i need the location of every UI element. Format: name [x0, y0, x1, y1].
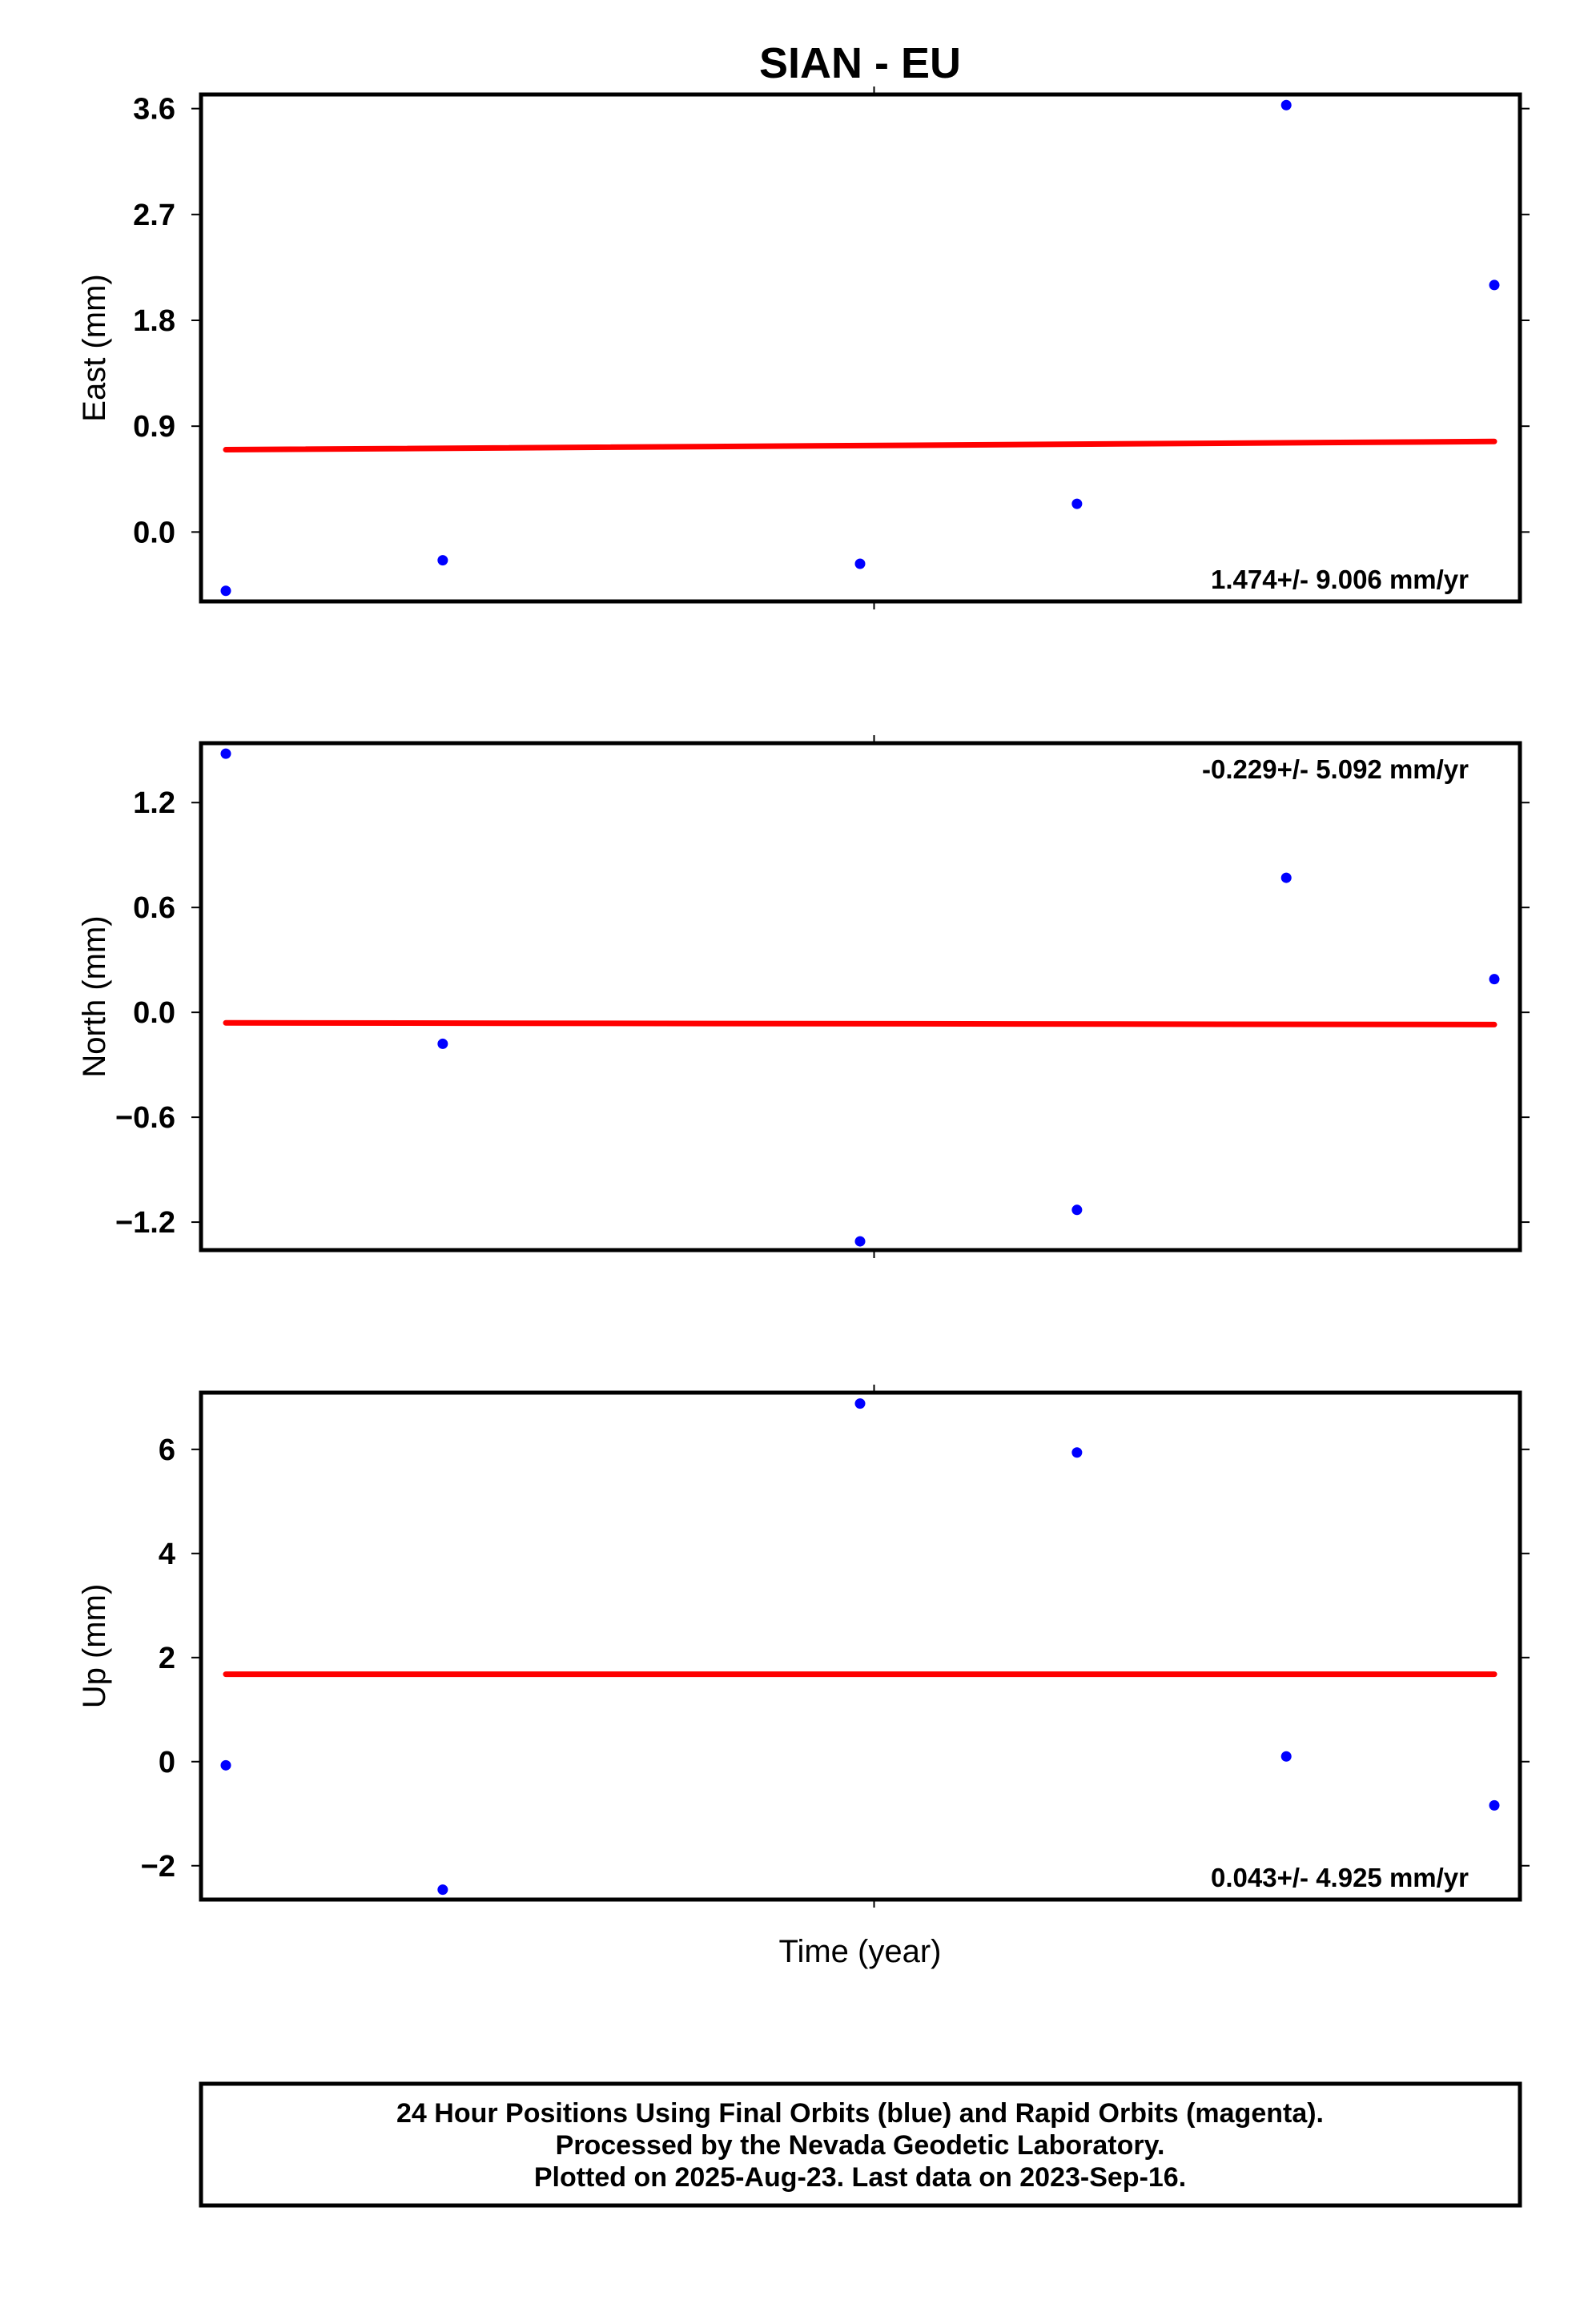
data-point: [220, 585, 231, 597]
trend-line-east: [223, 438, 1498, 453]
panel-frame-north: [199, 741, 1522, 1252]
y-tick-label: 0.0: [133, 996, 175, 1030]
y-axis-label-up: Up (mm): [77, 1584, 112, 1709]
data-point: [854, 1398, 866, 1409]
data-point: [1280, 99, 1292, 111]
data-point: [220, 748, 231, 759]
y-tick-label: −0.6: [115, 1101, 175, 1135]
y-tick-label: 0.6: [133, 891, 175, 925]
y-tick-label: 2.7: [133, 199, 175, 232]
data-point: [1489, 1799, 1500, 1811]
footer-line-3: Plotted on 2025-Aug-23. Last data on 202…: [534, 2162, 1186, 2193]
data-point: [1280, 1751, 1292, 1762]
rate-label-up: 0.043+/- 4.925 mm/yr: [1211, 1863, 1469, 1892]
y-axis-label-east: East (mm): [77, 274, 112, 421]
data-point: [854, 1236, 866, 1247]
data-point: [1071, 1204, 1083, 1216]
y-tick-label: 6: [159, 1433, 175, 1467]
rate-label-north: -0.229+/- 5.092 mm/yr: [1202, 754, 1469, 784]
y-axis-label-north: North (mm): [77, 915, 112, 1077]
footer-line-2: Processed by the Nevada Geodetic Laborat…: [556, 2130, 1165, 2161]
panel-up: −2 0 2 4 6 Up (mm) 0.043+/- 4.925 mm/yr: [77, 1385, 1530, 1908]
y-tick-label: 3.6: [133, 93, 175, 127]
footer-box: 24 Hour Positions Using Final Orbits (bl…: [199, 2081, 1522, 2208]
data-point: [437, 555, 448, 566]
rate-label-east: 1.474+/- 9.006 mm/yr: [1211, 565, 1469, 594]
y-tick-label: 2: [159, 1642, 175, 1675]
footer-frame: [199, 2081, 1522, 2208]
y-tick-label: 1.2: [133, 786, 175, 820]
panels-group: 0.0 0.9 1.8 2.7 3.6 East (mm) 1.474+/- 9.006 m…: [77, 86, 1530, 1908]
data-point: [1489, 279, 1500, 291]
panel-east: 0.0 0.9 1.8 2.7 3.6 East (mm) 1.474+/- 9.006 m…: [77, 86, 1530, 609]
data-point: [1071, 498, 1083, 509]
y-tick-label: 0: [159, 1746, 175, 1779]
x-axis-label: Time (year): [779, 1934, 942, 1969]
data-point: [1280, 872, 1292, 883]
data-point: [437, 1884, 448, 1896]
data-point: [437, 1038, 448, 1049]
data-point: [220, 1759, 231, 1771]
y-tick-label: 0.9: [133, 410, 175, 444]
y-tick-label: −2: [141, 1850, 175, 1884]
data-point: [854, 558, 866, 569]
footer-line-1: 24 Hour Positions Using Final Orbits (bl…: [396, 2098, 1324, 2129]
data-point: [1071, 1447, 1083, 1458]
trend-line-north: [223, 1019, 1498, 1027]
panel-frame-up: [199, 1390, 1522, 1902]
y-tick-label: 0.0: [133, 516, 175, 549]
panel-frame-east: [199, 92, 1522, 604]
data-point: [1489, 974, 1500, 985]
chart-title: SIAN - EU: [759, 39, 961, 87]
y-tick-label: −1.2: [115, 1206, 175, 1240]
y-tick-label: 1.8: [133, 304, 175, 338]
y-tick-label: 4: [159, 1538, 175, 1571]
panel-north: −1.2 −0.6 0.0 0.6 1.2 North (mm) -0.229+/- 5.0…: [77, 735, 1530, 1258]
